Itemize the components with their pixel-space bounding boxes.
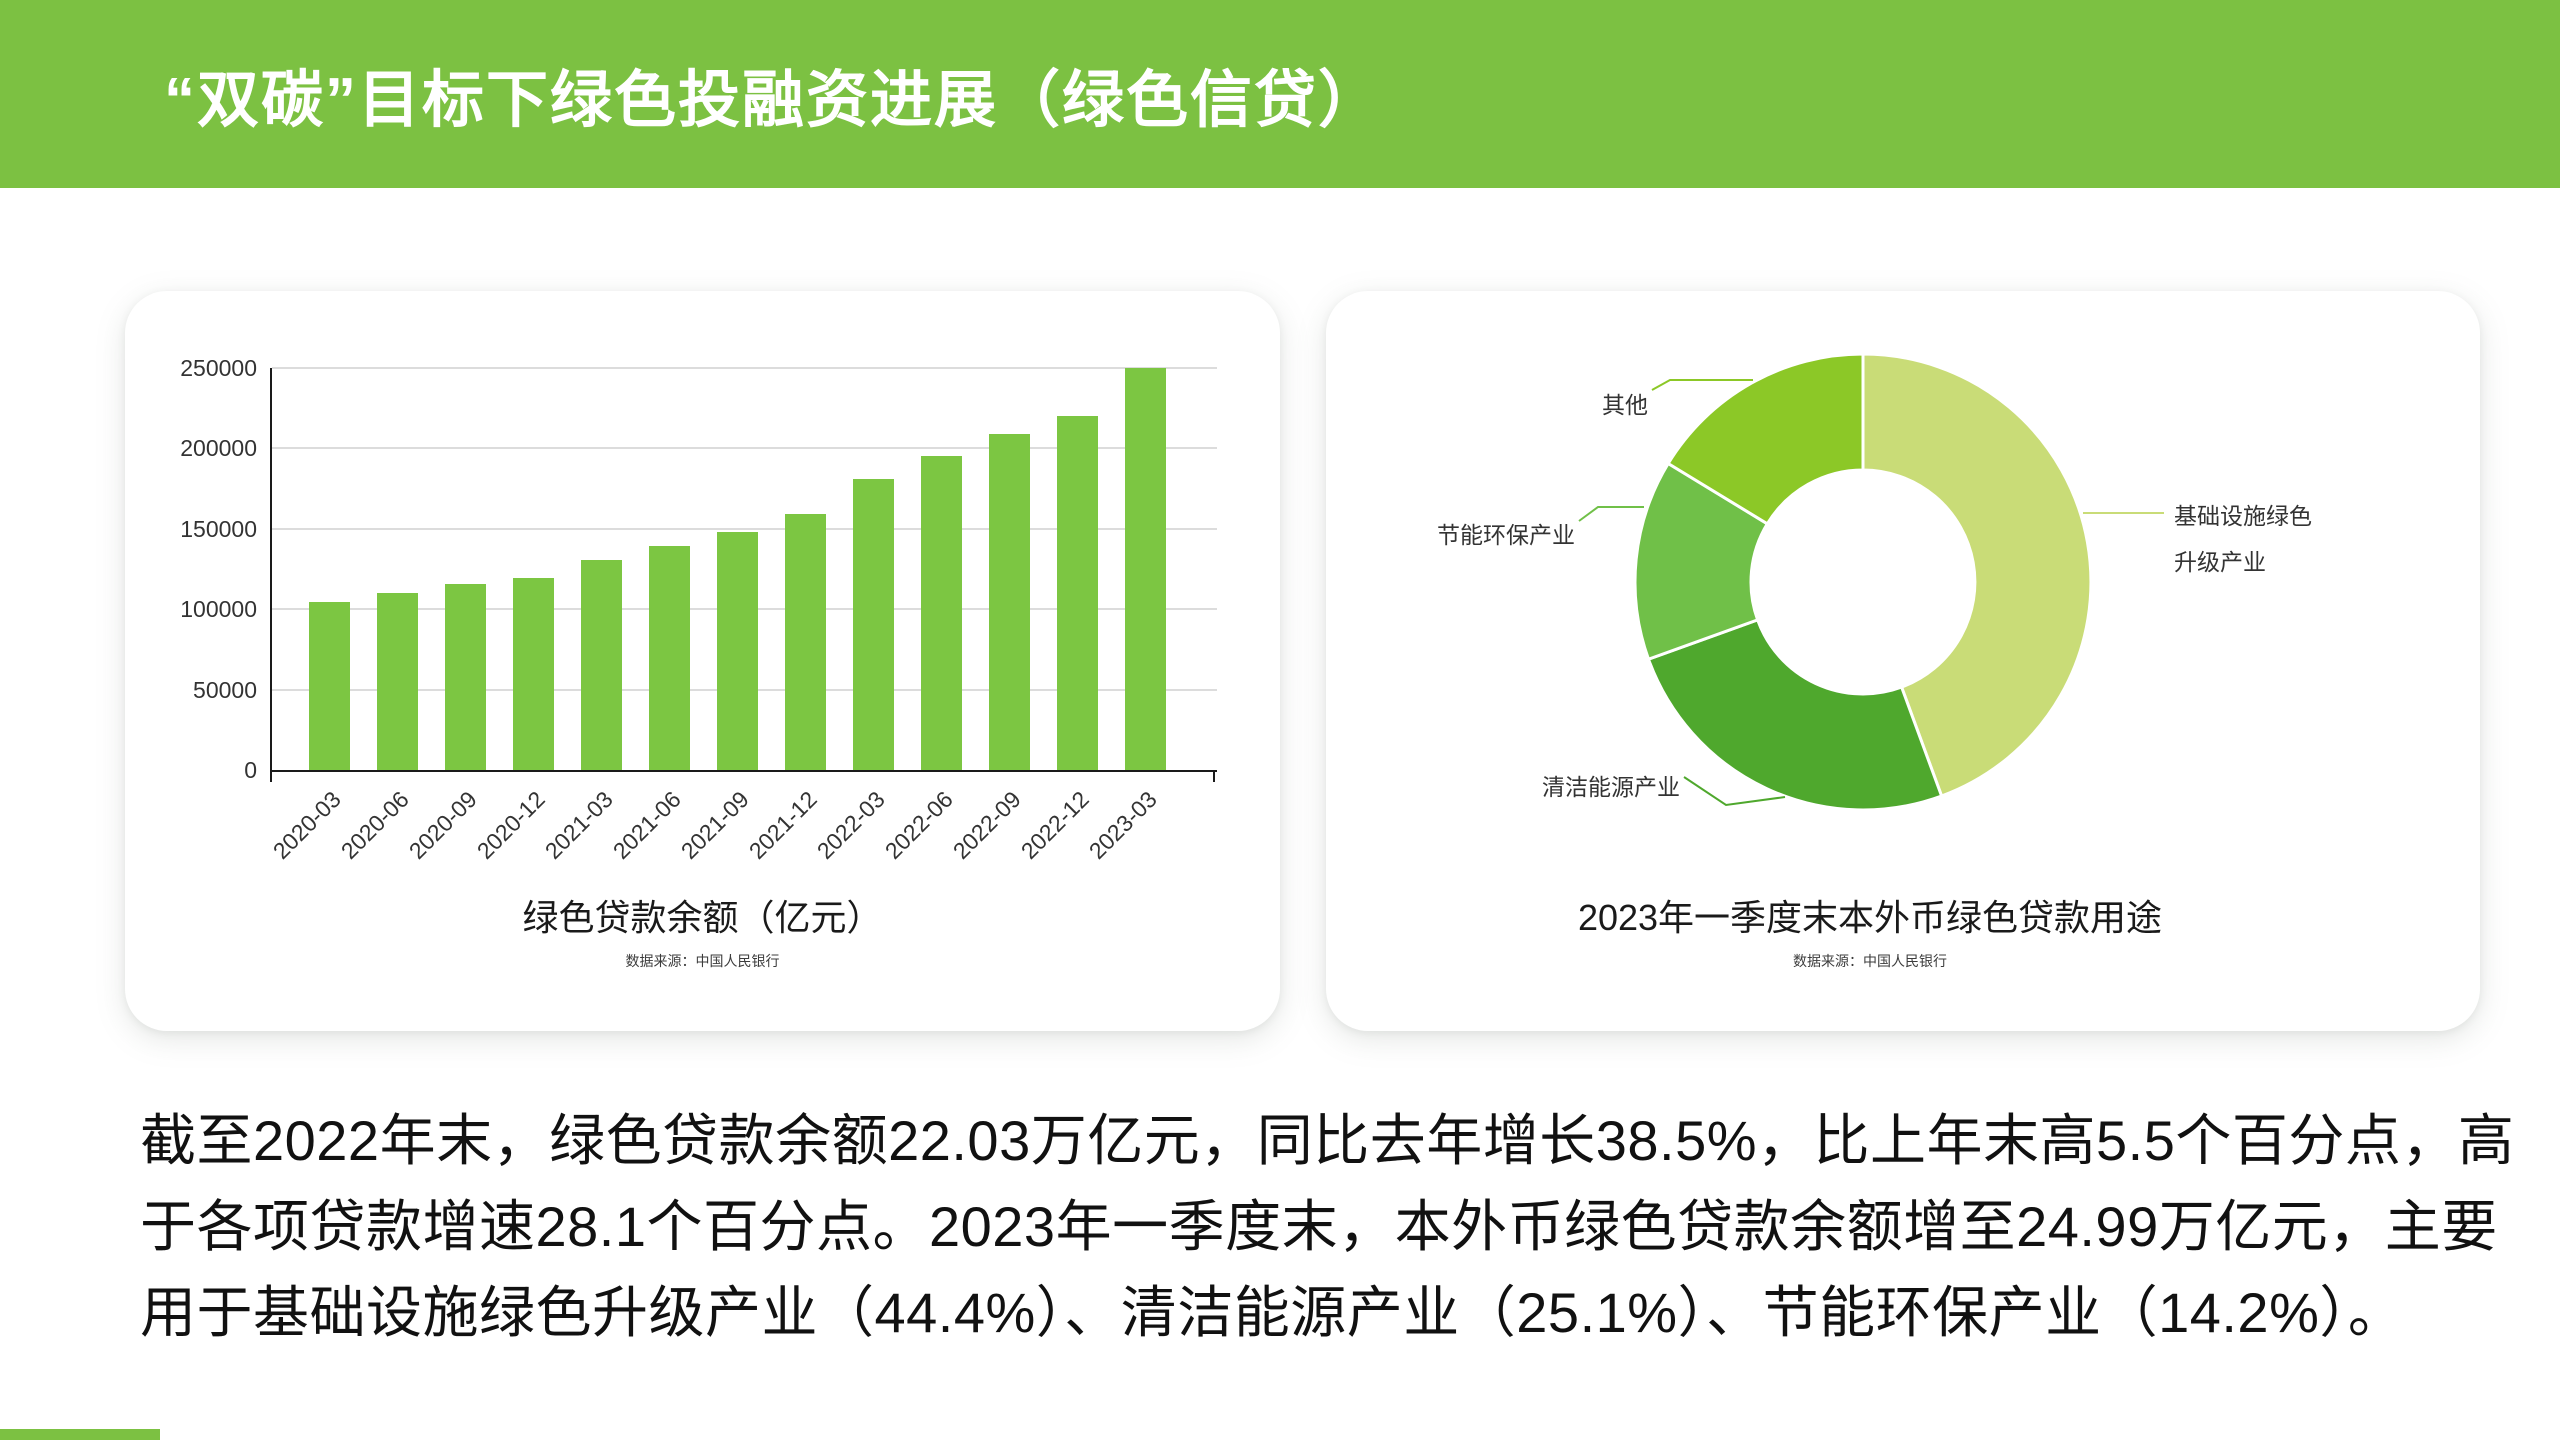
- axis-tick: [270, 770, 272, 782]
- bar: [513, 577, 554, 770]
- x-tick-label: 2022-12: [1015, 786, 1094, 865]
- bar-chart-card: 绿色贷款余额（亿元） 数据来源：中国人民银行 0 50000 100000 15000…: [125, 291, 1280, 1031]
- bar: [853, 479, 894, 770]
- x-tick-label: 2021-06: [607, 786, 686, 865]
- x-tick-label: 2020-06: [335, 786, 414, 865]
- y-tick-label: 250000: [180, 355, 257, 381]
- bar: [1057, 415, 1098, 770]
- axis-tick: [1213, 770, 1215, 782]
- leader-line: [1651, 379, 1753, 391]
- donut-slice: [1647, 618, 1944, 812]
- y-tick-label: 0: [244, 757, 257, 783]
- donut-label-line: 节能环保产业: [1437, 522, 1575, 548]
- donut-label-line: 升级产业: [2174, 549, 2266, 575]
- donut-label-line: 基础设施绿色: [2174, 503, 2312, 529]
- y-tick-label: 150000: [180, 515, 257, 542]
- donut-label: 清洁能源产业: [1542, 764, 1680, 810]
- grid-line: [272, 447, 1217, 450]
- paragraph-line: 用于基础设施绿色升级产业（44.4%）、清洁能源产业（25.1%）、节能环保产业…: [140, 1281, 2405, 1344]
- bar: [921, 455, 962, 770]
- donut-label: 节能环保产业: [1437, 512, 1575, 558]
- x-tick-label: 2022-09: [947, 786, 1026, 865]
- bar: [989, 433, 1030, 770]
- donut-label-line: 清洁能源产业: [1542, 774, 1680, 800]
- leader-line: [1578, 506, 1644, 522]
- y-tick-label: 200000: [180, 435, 257, 462]
- grid-line: [272, 527, 1217, 530]
- header-bar: “双碳”目标下绿色投融资进展（绿色信贷）: [0, 0, 2560, 188]
- donut-slice: [1633, 462, 1769, 661]
- bar: [445, 584, 486, 770]
- donut-svg: [1578, 352, 2164, 812]
- donut-chart-card: 2023年一季度末本外币绿色贷款用途 数据来源：中国人民银行 基础设施绿色 升级产…: [1326, 291, 2480, 1031]
- paragraph-line: 于各项贷款增速28.1个百分点。2023年一季度末，本外币绿色贷款余额增至24.…: [140, 1195, 2498, 1258]
- donut-label: 基础设施绿色 升级产业: [2174, 493, 2312, 585]
- y-tick-label: 50000: [193, 676, 257, 703]
- x-tick-label: 2023-03: [1083, 786, 1162, 865]
- bar: [581, 560, 622, 770]
- x-tick-label: 2021-03: [539, 786, 618, 865]
- donut-chart-source: 数据来源：中国人民银行: [1793, 953, 1947, 969]
- bar: [309, 601, 350, 770]
- x-tick-label: 2020-09: [403, 786, 482, 865]
- bar: [1125, 368, 1166, 770]
- x-tick-label: 2020-12: [471, 786, 550, 865]
- bar-plot: [270, 367, 1217, 772]
- bar-chart-title: 绿色贷款余额（亿元）: [522, 897, 883, 938]
- bar: [649, 546, 690, 770]
- bar: [717, 532, 758, 770]
- x-tick-label: 2020-03: [267, 786, 346, 865]
- grid-line: [272, 367, 1217, 369]
- donut-slice: [1666, 352, 1865, 526]
- x-tick-label: 2021-12: [743, 786, 822, 865]
- bar: [377, 592, 418, 770]
- bar: [785, 514, 826, 770]
- donut-label: 其他: [1602, 382, 1648, 428]
- donut-label-line: 其他: [1602, 392, 1648, 418]
- x-tick-label: 2021-09: [675, 786, 754, 865]
- summary-paragraph: 截至2022年末，绿色贷款余额22.03万亿元，同比去年增长38.5%，比上年末…: [140, 1098, 2515, 1356]
- x-tick-label: 2022-03: [811, 786, 890, 865]
- x-tick-label: 2022-06: [879, 786, 958, 865]
- footer-accent-bar: [0, 1429, 160, 1440]
- bar-chart-source: 数据来源：中国人民银行: [625, 953, 780, 969]
- y-tick-label: 100000: [180, 596, 257, 623]
- paragraph-line: 截至2022年末，绿色贷款余额22.03万亿元，同比去年增长38.5%，比上年末…: [140, 1109, 2515, 1172]
- donut-slice: [1861, 352, 2093, 798]
- page-title: “双碳”目标下绿色投融资进展（绿色信贷）: [164, 66, 1383, 135]
- leader-line: [1683, 776, 1786, 807]
- donut-chart-title: 2023年一季度末本外币绿色贷款用途: [1577, 897, 2163, 938]
